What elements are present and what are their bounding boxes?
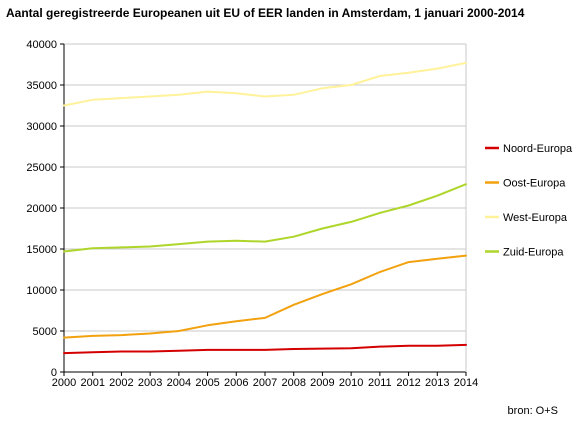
x-tick-label: 2014 bbox=[454, 377, 478, 389]
x-tick-label: 2001 bbox=[80, 377, 104, 389]
x-tick-label: 2002 bbox=[109, 377, 133, 389]
y-tick-label: 40000 bbox=[26, 39, 57, 51]
x-tick-label: 2012 bbox=[396, 377, 420, 389]
y-tick-label: 0 bbox=[51, 367, 57, 379]
series-line-zuid-europa bbox=[63, 183, 467, 253]
legend: Noord-Europa Oost-Europa West-Europa Zuid-E… bbox=[485, 143, 573, 259]
y-axis-ticks: 0 5000 10000 15000 20000 25000 30000 35000 40000 bbox=[26, 39, 64, 379]
legend-label: West-Europa bbox=[503, 212, 568, 224]
x-tick-label: 2010 bbox=[339, 377, 363, 389]
y-tick-label: 25000 bbox=[26, 162, 57, 174]
legend-label: Zuid-Europa bbox=[503, 247, 564, 259]
y-tick-label: 15000 bbox=[26, 244, 57, 256]
x-tick-label: 2011 bbox=[368, 377, 392, 389]
x-tick-label: 2007 bbox=[253, 377, 277, 389]
chart-title: Aantal geregistreerde Europeanen uit EU … bbox=[6, 6, 525, 20]
x-tick-label: 2004 bbox=[167, 377, 191, 389]
y-tick-label: 5000 bbox=[33, 326, 57, 338]
y-tick-label: 10000 bbox=[26, 285, 57, 297]
x-tick-label: 2003 bbox=[138, 377, 162, 389]
x-tick-label: 2009 bbox=[310, 377, 334, 389]
y-tick-label: 35000 bbox=[26, 80, 57, 92]
x-tick-label: 2006 bbox=[224, 377, 248, 389]
source-note: bron: O+S bbox=[507, 405, 558, 417]
x-tick-label: 2000 bbox=[52, 377, 76, 389]
gridlines bbox=[64, 43, 466, 373]
x-tick-label: 2013 bbox=[425, 377, 449, 389]
series-lines bbox=[63, 61, 467, 355]
legend-label: Oost-Europa bbox=[503, 178, 566, 190]
legend-label: Noord-Europa bbox=[503, 143, 573, 155]
y-tick-label: 30000 bbox=[26, 121, 57, 133]
x-tick-label: 2005 bbox=[195, 377, 219, 389]
series-line-west-europa bbox=[63, 61, 467, 107]
x-axis-ticks: 2000 2001 2002 2003 2004 2005 2006 2007 2008 2009… bbox=[52, 372, 478, 389]
series-line-oost-europa bbox=[63, 254, 467, 339]
x-tick-label: 2008 bbox=[281, 377, 305, 389]
y-tick-label: 20000 bbox=[26, 203, 57, 215]
series-line-noord-europa bbox=[63, 343, 467, 355]
